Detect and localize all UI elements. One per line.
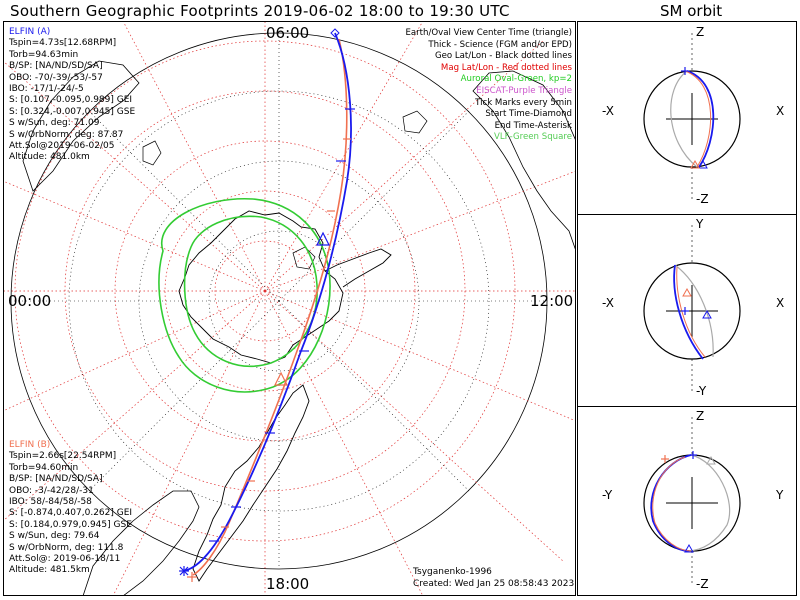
legend-entry: End Time-Asterisk bbox=[494, 120, 572, 131]
sm-orbit-title: SM orbit bbox=[660, 2, 723, 20]
sm3-axis-left: -Y bbox=[602, 488, 613, 502]
map-frame bbox=[3, 21, 576, 596]
elfin-a-info: ELFIN (A) Tspin=4.73s[12.68RPM] Torb=94.… bbox=[9, 27, 135, 164]
plot-title: Southern Geographic Footprints 2019-06-0… bbox=[10, 2, 510, 20]
legend-entry: Tick Marks every 5min bbox=[475, 97, 572, 108]
ice-shelf bbox=[292, 246, 316, 270]
new-zealand-coastline bbox=[142, 140, 162, 166]
sm1-axis-bottom: -Z bbox=[696, 192, 709, 206]
sm2-axis-left: -X bbox=[602, 296, 614, 310]
legend-entry: Auroral Oval-Green, kp=2 bbox=[460, 74, 572, 85]
sm3-axis-top: Z bbox=[696, 409, 705, 423]
elfin-b-line: S: [0.184,0.979,0.945] GSE bbox=[9, 519, 132, 530]
map-legend: Earth/Oval View Center Time (triangle) T… bbox=[405, 28, 572, 144]
sm-panel-xz bbox=[643, 33, 741, 201]
elfin-a-line: OBO: -70/-39/-53/-57 bbox=[9, 72, 103, 83]
hour-label-top: 06:00 bbox=[266, 24, 310, 42]
elfin-a-line: Att.Sol@2019-06-02/05 bbox=[9, 141, 115, 152]
sm-orbit-frame bbox=[577, 21, 797, 596]
legend-entry: Earth/Oval View Center Time (triangle) bbox=[405, 28, 572, 38]
elfin-a-end-asterisk bbox=[179, 566, 189, 576]
auroral-oval-outer bbox=[158, 198, 331, 393]
elfin-b-tick-marks bbox=[221, 138, 351, 528]
elfin-a-line: Altitude: 481.0km bbox=[9, 152, 90, 163]
elfin-a-line: S: [0.107,-0.095,0.989] GEI bbox=[9, 95, 133, 106]
elfin-b-line: OBO: -3/-42/28/-31 bbox=[9, 485, 94, 496]
elfin-b-footprint-track bbox=[192, 38, 348, 576]
elfin-a-name: ELFIN (A) bbox=[9, 27, 51, 37]
elfin-a-footprint-track bbox=[182, 32, 352, 572]
elfin-b-end-asterisk bbox=[187, 572, 197, 582]
sm2-axis-bottom: -Y bbox=[696, 384, 707, 398]
sm1-asterisk bbox=[681, 67, 689, 75]
sm1-axis-left: -X bbox=[602, 104, 614, 118]
elfin-b-line: S w/Sun, deg: 79.64 bbox=[9, 531, 100, 542]
elfin-a-start-diamond bbox=[330, 28, 340, 38]
island-coastline bbox=[402, 110, 428, 134]
sm-divider-2 bbox=[577, 406, 797, 407]
elfin-b-line: S w/OrbNorm, deg: 111.8 bbox=[9, 542, 124, 553]
legend-entry: EISCAT-Purple Triangle bbox=[476, 85, 572, 96]
elfin-a-line: S w/Sun, deg: 71.09 bbox=[9, 118, 100, 129]
elfin-b-view-center-triangle bbox=[274, 371, 288, 386]
legend-entry: Thick - Science (FGM and/or EPD) bbox=[428, 39, 572, 50]
earth-outline bbox=[10, 32, 548, 570]
hour-label-right: 12:00 bbox=[530, 292, 574, 310]
hour-label-left: 00:00 bbox=[8, 292, 52, 310]
sm-divider-1 bbox=[577, 214, 797, 215]
geo-lat-lon-grid bbox=[11, 33, 547, 569]
south-america-east bbox=[82, 490, 200, 595]
elfin-b-line: Altitude: 481.5km bbox=[9, 565, 90, 576]
elfin-b-line: IBO: 58/-84/58/-58 bbox=[9, 497, 92, 508]
antarctic-peninsula bbox=[324, 248, 392, 288]
southern-footprint-map bbox=[4, 22, 575, 595]
elfin-b-line: Torb=94.60min bbox=[9, 462, 79, 473]
auroral-oval-inner bbox=[183, 215, 318, 368]
legend-entry: Mag Lat/Lon - Red dotted lines bbox=[440, 62, 572, 73]
sm-panel-xy bbox=[643, 225, 741, 393]
legend-entry: VLF-Green Square bbox=[493, 132, 572, 143]
elfin-b-info: ELFIN (B) Tspin=2.66s[22.54RPM] Torb=94.… bbox=[9, 440, 132, 577]
elfin-a-line: Tspin=4.73s[12.68RPM] bbox=[9, 38, 117, 49]
sm3-axis-right: Y bbox=[776, 488, 784, 502]
elfin-a-view-center-triangle bbox=[316, 231, 330, 246]
hour-label-bottom: 18:00 bbox=[266, 575, 310, 593]
sm2-asterisk bbox=[681, 307, 689, 315]
elfin-b-line: Tspin=2.66s[22.54RPM] bbox=[9, 451, 117, 462]
elfin-a-line: IBO: -17/1/-24/-5 bbox=[9, 84, 84, 95]
legend-entry: Geo Lat/Lon - Black dotted lines bbox=[434, 51, 572, 62]
sm3-axis-bottom: -Z bbox=[696, 577, 709, 591]
south-america-coastline bbox=[192, 384, 310, 582]
legend-entry: Start Time-Diamond bbox=[485, 109, 572, 120]
elfin-a-tick-marks bbox=[209, 108, 355, 542]
sm3-asterisk bbox=[689, 451, 697, 459]
antarctica-coastline bbox=[178, 210, 344, 364]
sm1-axis-top: Z bbox=[696, 25, 705, 39]
model-label: Tsyganenko-1996 bbox=[413, 567, 492, 577]
elfin-a-line: S: [0.324,-0.007,0.945] GSE bbox=[9, 106, 136, 117]
australia-coastline bbox=[22, 60, 140, 192]
elfin-a-line: Torb=94.63min bbox=[9, 49, 79, 60]
sm2-axis-top: Y bbox=[696, 217, 704, 231]
elfin-b-line: S: [-0.874,0.407,0.262] GEI bbox=[9, 508, 133, 519]
elfin-b-line: B/SP: [NA/ND/SD/SA] bbox=[9, 474, 103, 485]
sm-orbit-panels bbox=[643, 33, 741, 585]
sm-panel-yz bbox=[643, 417, 741, 585]
sm1-axis-right: X bbox=[776, 104, 785, 118]
elfin-a-line: B/SP: [NA/ND/SD/SA] bbox=[9, 61, 103, 72]
sm2-axis-right: X bbox=[776, 296, 785, 310]
elfin-a-line: S w/OrbNorm, deg: 87.87 bbox=[9, 129, 124, 140]
elfin-b-name: ELFIN (B) bbox=[9, 440, 51, 450]
elfin-b-line: Att.Sol@: 2019-06-18/11 bbox=[9, 554, 121, 565]
sm3-asterisk-b bbox=[661, 455, 669, 463]
africa-coastline bbox=[472, 70, 575, 250]
created-label: Created: Wed Jan 25 08:58:43 2023 bbox=[413, 579, 575, 589]
